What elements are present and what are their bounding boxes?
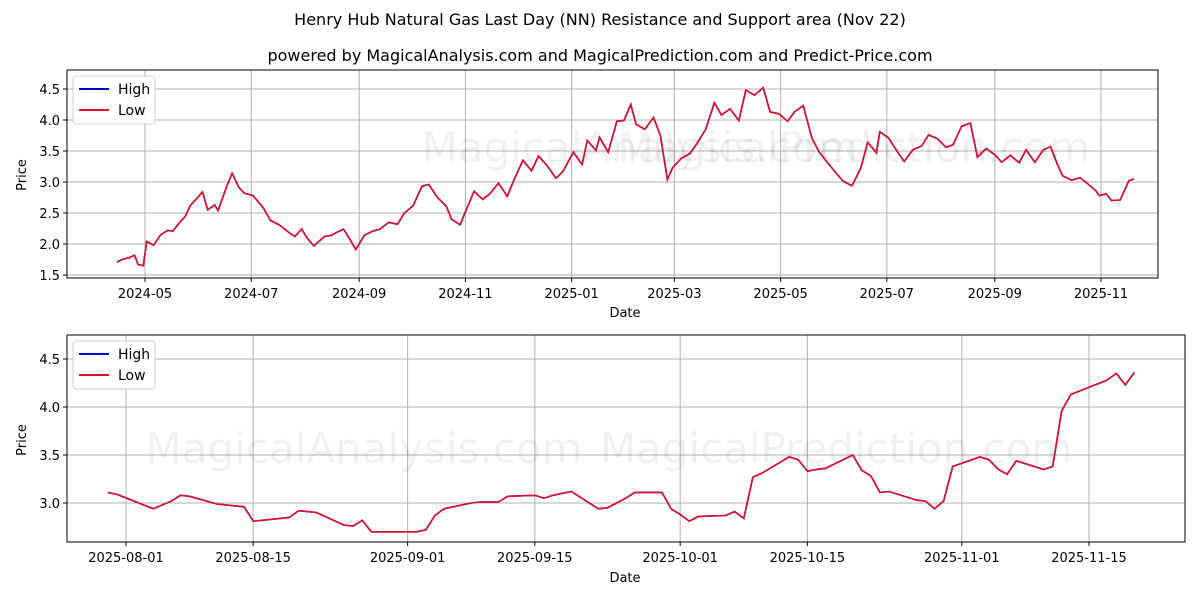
bottom-y-axis-label: Price [15, 424, 30, 456]
watermark-bottom-2: MagicalPrediction.com [600, 424, 1073, 473]
watermark-bottom-1: MagicalAnalysis.com [146, 424, 583, 473]
x-tick-label: 2025-08-01 [88, 551, 164, 566]
bottom-legend: High Low [72, 340, 156, 390]
top-x-axis-label: Date [609, 306, 640, 321]
x-tick-label: 2024-05 [118, 287, 172, 302]
legend-high-label: High [118, 82, 150, 98]
x-tick-label: 2025-09-01 [370, 551, 446, 566]
x-tick-label: 2025-11 [1074, 287, 1128, 302]
y-tick-label: 4.5 [39, 83, 60, 98]
x-tick-label: 2025-11-15 [1051, 551, 1127, 566]
chart-title: Henry Hub Natural Gas Last Day (NN) Resi… [294, 10, 906, 29]
top-y-axis: 1.5 2.0 2.5 3.0 3.5 4.0 4.5 [39, 83, 67, 284]
x-tick-label: 2025-09 [968, 287, 1022, 302]
y-tick-label: 1.5 [39, 269, 60, 284]
bottom-y-axis: 3.0 3.5 4.0 4.5 [39, 353, 67, 512]
y-tick-label: 3.0 [39, 497, 60, 512]
x-tick-label: 2025-08-15 [215, 551, 291, 566]
x-tick-label: 2025-07 [860, 287, 914, 302]
top-plot-frame [66, 69, 1159, 279]
x-tick-label: 2025-11-01 [924, 551, 1000, 566]
x-tick-label: 2025-09-15 [497, 551, 573, 566]
watermark-top-1: MagicalAnalysis.com [422, 123, 859, 172]
legend-low-label: Low [118, 368, 146, 384]
x-tick-label: 2025-10-01 [642, 551, 718, 566]
top-legend: High Low [72, 75, 156, 125]
y-tick-label: 3.5 [39, 449, 60, 464]
legend-high-label: High [118, 347, 150, 363]
bottom-plot-frame [66, 334, 1186, 543]
x-tick-label: 2025-03 [647, 287, 701, 302]
watermark-top-2: MagicalPrediction.com [618, 123, 1091, 172]
bottom-x-axis: 2025-08-01 2025-08-15 2025-09-01 2025-09-15… [88, 542, 1127, 566]
y-tick-label: 2.5 [39, 207, 60, 222]
x-tick-label: 2025-05 [753, 287, 807, 302]
bottom-x-axis-label: Date [609, 571, 640, 586]
bottom-chart: MagicalAnalysis.com MagicalPrediction.co… [15, 334, 1186, 586]
x-tick-label: 2024-07 [224, 287, 278, 302]
legend-low-label: Low [118, 103, 146, 119]
top-x-axis: 2024-05 2024-07 2024-09 2024-11 2025-01 2025-… [118, 278, 1128, 302]
x-tick-label: 2025-10-15 [770, 551, 846, 566]
x-tick-label: 2024-09 [332, 287, 386, 302]
bottom-low-line [107, 371, 1136, 533]
top-chart: MagicalAnalysis.com MagicalPrediction.co… [15, 69, 1159, 321]
bottom-grid [67, 335, 1185, 542]
top-y-axis-label: Price [15, 159, 30, 191]
y-tick-label: 4.5 [39, 353, 60, 368]
chart-subtitle: powered by MagicalAnalysis.com and Magic… [267, 46, 933, 65]
x-tick-label: 2025-01 [544, 287, 598, 302]
top-low-line [116, 86, 1135, 267]
y-tick-label: 4.0 [39, 401, 60, 416]
x-tick-label: 2024-11 [438, 287, 492, 302]
y-tick-label: 2.0 [39, 238, 60, 253]
y-tick-label: 3.5 [39, 145, 60, 160]
y-tick-label: 3.0 [39, 176, 60, 191]
y-tick-label: 4.0 [39, 114, 60, 129]
